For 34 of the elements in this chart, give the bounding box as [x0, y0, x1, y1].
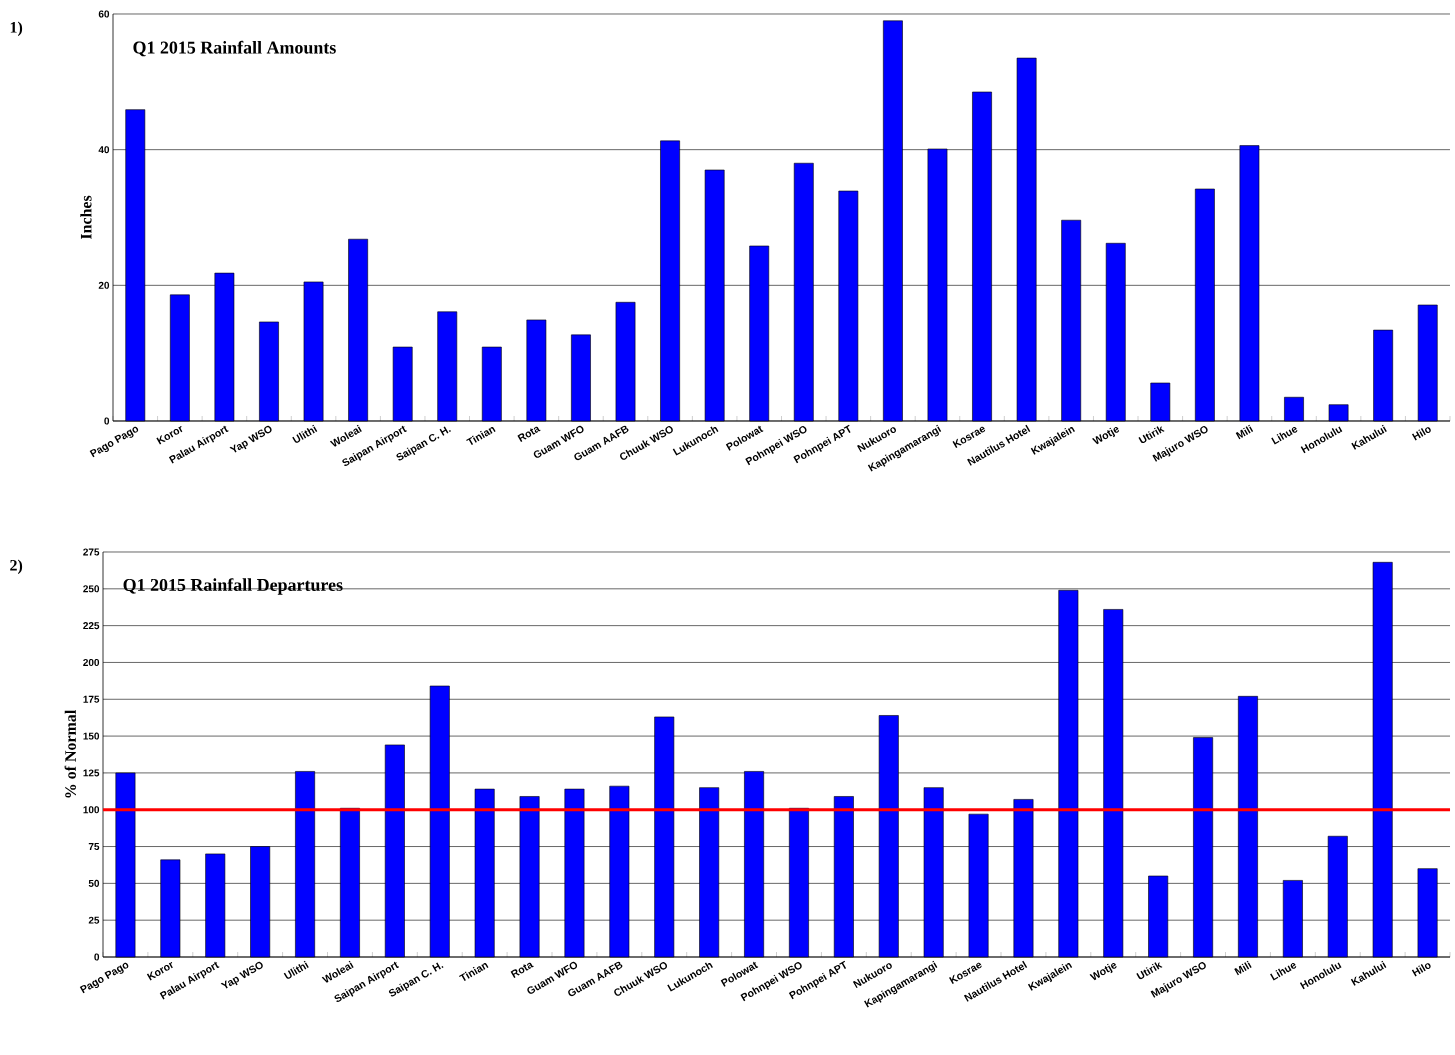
y-tick-label: 100	[83, 806, 100, 814]
y-tick-label: 20	[98, 281, 110, 289]
x-tick-label: Hilo	[1411, 427, 1431, 441]
x-tick-label: Utirik	[1138, 426, 1165, 444]
y-tick-label: 200	[83, 658, 100, 666]
y-tick-label: 40	[98, 146, 110, 154]
x-tick-label: Pago Pago	[89, 426, 139, 458]
x-tick-label: Wotje	[1089, 963, 1117, 981]
y-tick-label: 75	[88, 843, 100, 851]
text: 1)	[10, 21, 23, 36]
y-tick-label: 150	[83, 732, 100, 740]
x-tick-label: Utirik	[1136, 962, 1163, 980]
x-tick-label: Wotje	[1092, 427, 1120, 445]
x-tick-label: Mili	[1234, 960, 1252, 976]
x-tick-label: Hilo	[1411, 963, 1431, 977]
text: Q1 2015 Rainfall Amounts	[133, 40, 336, 57]
y-tick-label: 50	[88, 879, 100, 887]
text: Q1 2015 Rainfall Departures	[123, 578, 343, 595]
y-tick-label: 0	[104, 417, 110, 425]
text: 2)	[10, 559, 23, 574]
x-tick-label: Pago Pago	[79, 962, 129, 994]
y-axis-title: Inches	[80, 195, 92, 240]
y-tick-label: 275	[83, 548, 100, 556]
y-tick-label: 175	[83, 695, 100, 703]
y-axis-title: % of Normal	[64, 710, 77, 798]
y-tick-label: 60	[98, 10, 110, 18]
y-tick-label: 125	[83, 769, 100, 777]
y-tick-label: 225	[83, 622, 100, 630]
x-tick-label: Rota	[517, 426, 541, 442]
x-tick-label: Mili	[1235, 424, 1254, 440]
y-tick-label: 250	[83, 585, 100, 593]
x-tick-label: Rota	[510, 962, 534, 978]
y-tick-label: 0	[94, 953, 100, 961]
y-tick-label: 25	[88, 916, 100, 924]
